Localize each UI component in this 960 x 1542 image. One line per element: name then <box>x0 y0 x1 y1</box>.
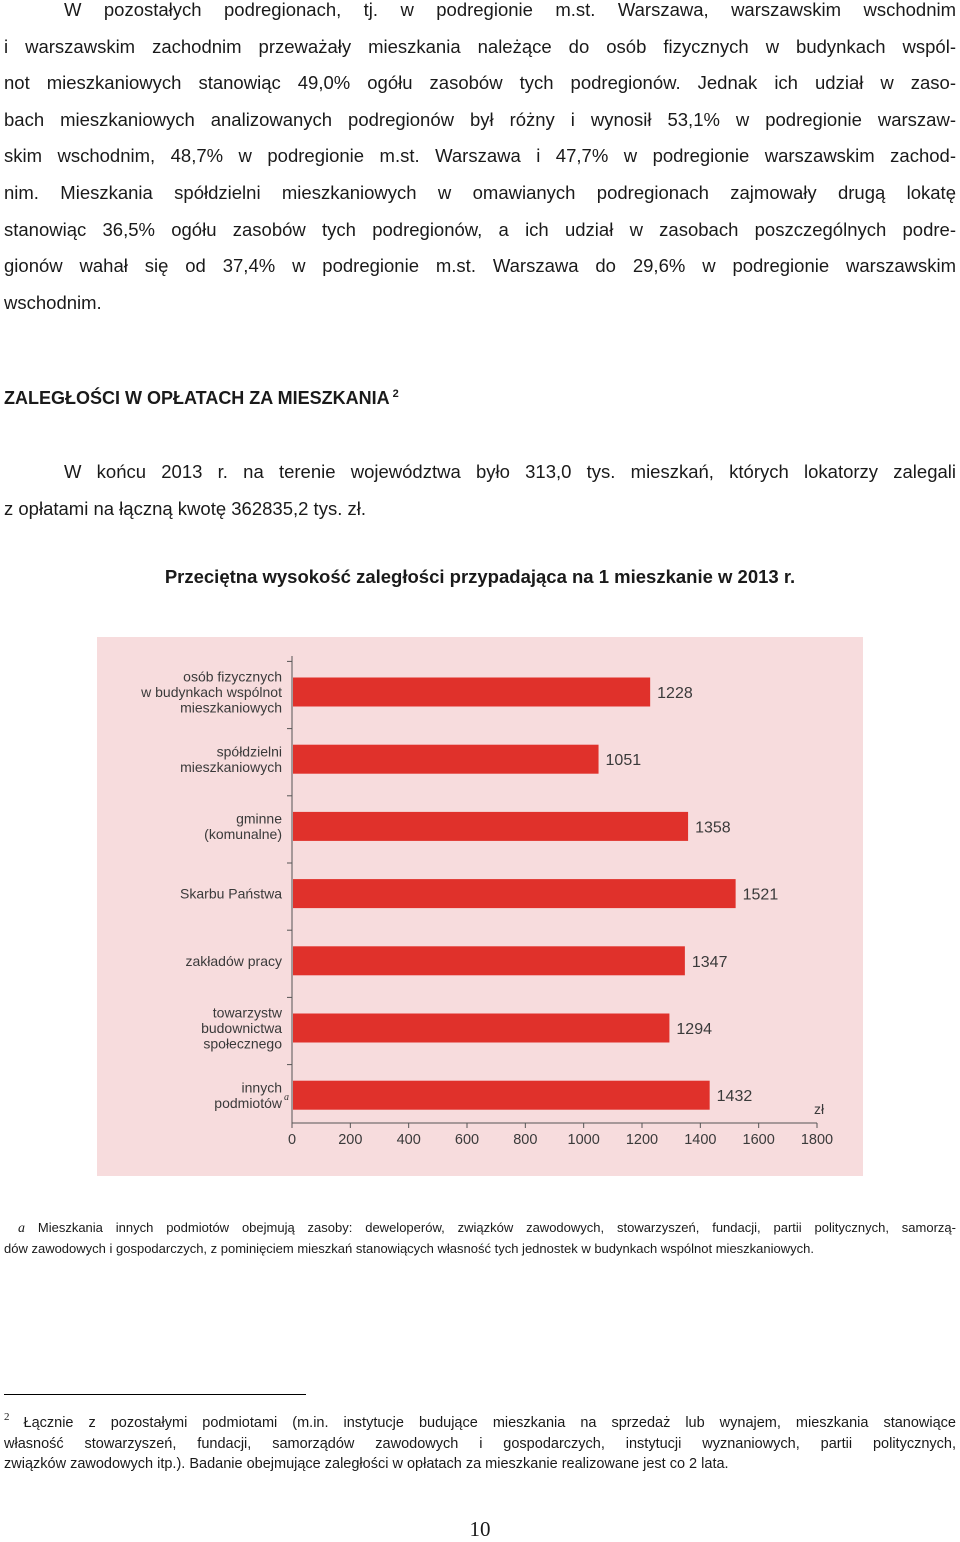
x-tick-label: 1200 <box>626 1132 658 1148</box>
bar <box>293 1013 670 1043</box>
bar <box>293 946 685 976</box>
footnote-a-text: Mieszkania innych podmiotów obejmują zas… <box>37 1220 956 1235</box>
category-footnote-mark: a <box>284 1092 289 1103</box>
paragraph-line: nim. Mieszkania spółdzielni mieszkaniowy… <box>4 181 956 203</box>
bar-value-label: 1432 <box>717 1088 753 1105</box>
x-tick-label: 200 <box>338 1132 362 1148</box>
footnote-separator <box>4 1394 306 1395</box>
footnote-2: 2 Łącznie z pozostałymi podmiotami (m.in.… <box>4 1407 956 1475</box>
footnote-2-line: własność stowarzyszeń, fundacji, samorzą… <box>4 1435 956 1452</box>
bar-value-label: 1521 <box>743 887 779 904</box>
category-label: budownictwa <box>201 1020 282 1036</box>
category-label: zakładów pracy <box>186 953 283 969</box>
bar <box>293 1080 710 1110</box>
bar-chart-svg: 0 200 400 600 800 1000 1200 1400 1600 1800 zł 1228 o… <box>140 656 833 1148</box>
category-label: podmiotów <box>214 1095 283 1111</box>
section-heading-text: ZALEGŁOŚCI W OPŁATACH ZA MIESZKANIA <box>4 388 390 408</box>
category-label: towarzystw <box>213 1005 283 1021</box>
x-tick-label: 1600 <box>743 1132 775 1148</box>
chart-title: Przeciętna wysokość zaległości przypadaj… <box>164 566 796 587</box>
category-label: mieszkaniowych <box>180 759 282 775</box>
page-number: 10 <box>469 1517 491 1541</box>
category-label: Skarbu Państwa <box>180 886 282 902</box>
footnote-2-line: 2 Łącznie z pozostałymi podmiotami (m.in.… <box>4 1407 956 1434</box>
paragraph-line: W końcu 2013 r. na terenie województwa b… <box>64 461 956 482</box>
paragraph-line: stanowiąc 36,5% ogółu zasobów tych podre… <box>4 218 956 240</box>
x-tick-label: 800 <box>513 1132 537 1148</box>
x-tick-label: 0 <box>288 1132 296 1148</box>
bar <box>293 811 689 841</box>
footnote-2-text: Łącznie z pozostałymi podmiotami (m.in. … <box>23 1415 957 1431</box>
section-heading: ZALEGŁOŚCI W OPŁATACH ZA MIESZKANIA 2 <box>4 388 399 409</box>
x-tick-label: 600 <box>455 1132 479 1148</box>
footnote-a-line: dów zawodowych i gospodarczych, z pomini… <box>4 1240 814 1256</box>
bar-value-label: 1228 <box>657 685 693 702</box>
paragraph-line: i warszawskim zachodnim przeważały miesz… <box>4 35 956 57</box>
x-tick-label: 1400 <box>684 1132 716 1148</box>
paragraph-line: z opłatami na łączną kwotę 362835,2 tys.… <box>4 497 366 519</box>
paragraph-line: wschodnim. <box>4 291 102 313</box>
category-label: osób fizycznych <box>183 669 282 685</box>
category-label: mieszkaniowych <box>180 700 282 716</box>
footnote-2-line: związków zawodowych itp.). Badanie obejm… <box>4 1456 729 1472</box>
paragraph-line: skim wschodnim, 48,7% w podregionie m.st… <box>4 145 956 167</box>
bar-value-label: 1347 <box>692 954 728 971</box>
bar-value-label: 1294 <box>676 1021 712 1038</box>
paragraph-line: bach mieszkaniowych analizowanych podreg… <box>4 108 956 130</box>
x-tick-label: 1000 <box>568 1132 600 1148</box>
paragraph-line: gionów wahał się od 37,4% w podregionie … <box>4 255 956 277</box>
footnote-a-line: a Mieszkania innych podmiotów obejmują z… <box>4 1218 956 1239</box>
x-tick-label: 1800 <box>801 1132 833 1148</box>
footnote-a: a Mieszkania innych podmiotów obejmują z… <box>4 1218 956 1258</box>
category-label: innych <box>242 1079 282 1095</box>
bar <box>293 677 651 707</box>
bar <box>293 879 736 909</box>
bar-chart: 0 200 400 600 800 1000 1200 1400 1600 1800 zł 1228 o… <box>97 637 863 1176</box>
paragraph-line: W pozostałych podregionach, tj. w podreg… <box>64 0 956 20</box>
bar-value-label: 1051 <box>606 752 642 769</box>
paragraph-line: not mieszkaniowych stanowiąc 49,0% ogółu… <box>4 72 956 94</box>
paragraph-housing-shares: W pozostałych podregionach, tj. w podreg… <box>4 0 956 321</box>
bar <box>293 744 599 774</box>
bar-value-label: 1358 <box>695 819 731 836</box>
x-unit-label: zł <box>814 1101 825 1117</box>
category-label: gminne <box>236 811 282 827</box>
x-tick-label: 400 <box>397 1132 421 1148</box>
category-label: (komunalne) <box>204 826 282 842</box>
footnote-reference: 2 <box>392 388 399 400</box>
footnote-2-number: 2 <box>4 1411 10 1423</box>
footnote-a-mark: a <box>18 1221 25 1236</box>
paragraph-arrears: W końcu 2013 r. na terenie województwa b… <box>4 454 956 527</box>
category-label: spółdzielni <box>217 743 282 759</box>
category-label: społecznego <box>203 1036 282 1052</box>
category-label: w budynkach wspólnot <box>140 684 282 700</box>
